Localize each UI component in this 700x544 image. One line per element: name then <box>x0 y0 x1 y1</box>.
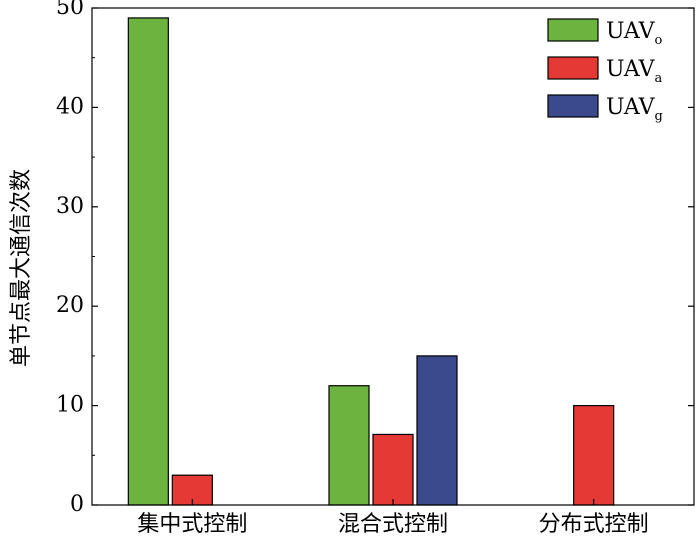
x-tick-label: 集中式控制 <box>137 512 247 537</box>
y-tick-label: 20 <box>56 293 84 318</box>
bar-1-0 <box>328 385 370 506</box>
bar-1-1 <box>372 433 414 506</box>
bar-2-1 <box>573 405 615 506</box>
y-tick-label: 0 <box>70 492 84 517</box>
legend-label-2: UAVg <box>606 95 663 124</box>
x-tick-label: 分布式控制 <box>539 512 649 537</box>
plot-frame <box>91 7 695 506</box>
bars-layer <box>127 17 615 506</box>
legend-label-1: UAVa <box>606 57 663 86</box>
legend-swatch-2 <box>547 94 599 118</box>
y-tick-label: 10 <box>56 393 84 418</box>
x-axis-ticks: 集中式控制 混合式控制 分布式控制 <box>137 499 649 537</box>
y-axis-title: 单节点最大通信次数 <box>9 169 34 367</box>
legend-swatch-0 <box>547 18 599 42</box>
legend: UAVo UAVa UAVg <box>547 18 663 124</box>
y-tick-label: 50 <box>56 0 84 20</box>
x-tick-label: 混合式控制 <box>338 512 448 537</box>
legend-swatch-1 <box>547 56 599 80</box>
y-axis-label: 单节点最大通信次数 <box>9 169 34 367</box>
legend-label-0: UAVo <box>606 19 663 48</box>
y-axis-ticks: 0 10 20 30 40 50 <box>56 0 694 517</box>
bar-0-0 <box>127 17 169 506</box>
y-tick-label: 30 <box>56 194 84 219</box>
y-tick-label: 40 <box>56 94 84 119</box>
bar-1-2 <box>416 355 458 506</box>
